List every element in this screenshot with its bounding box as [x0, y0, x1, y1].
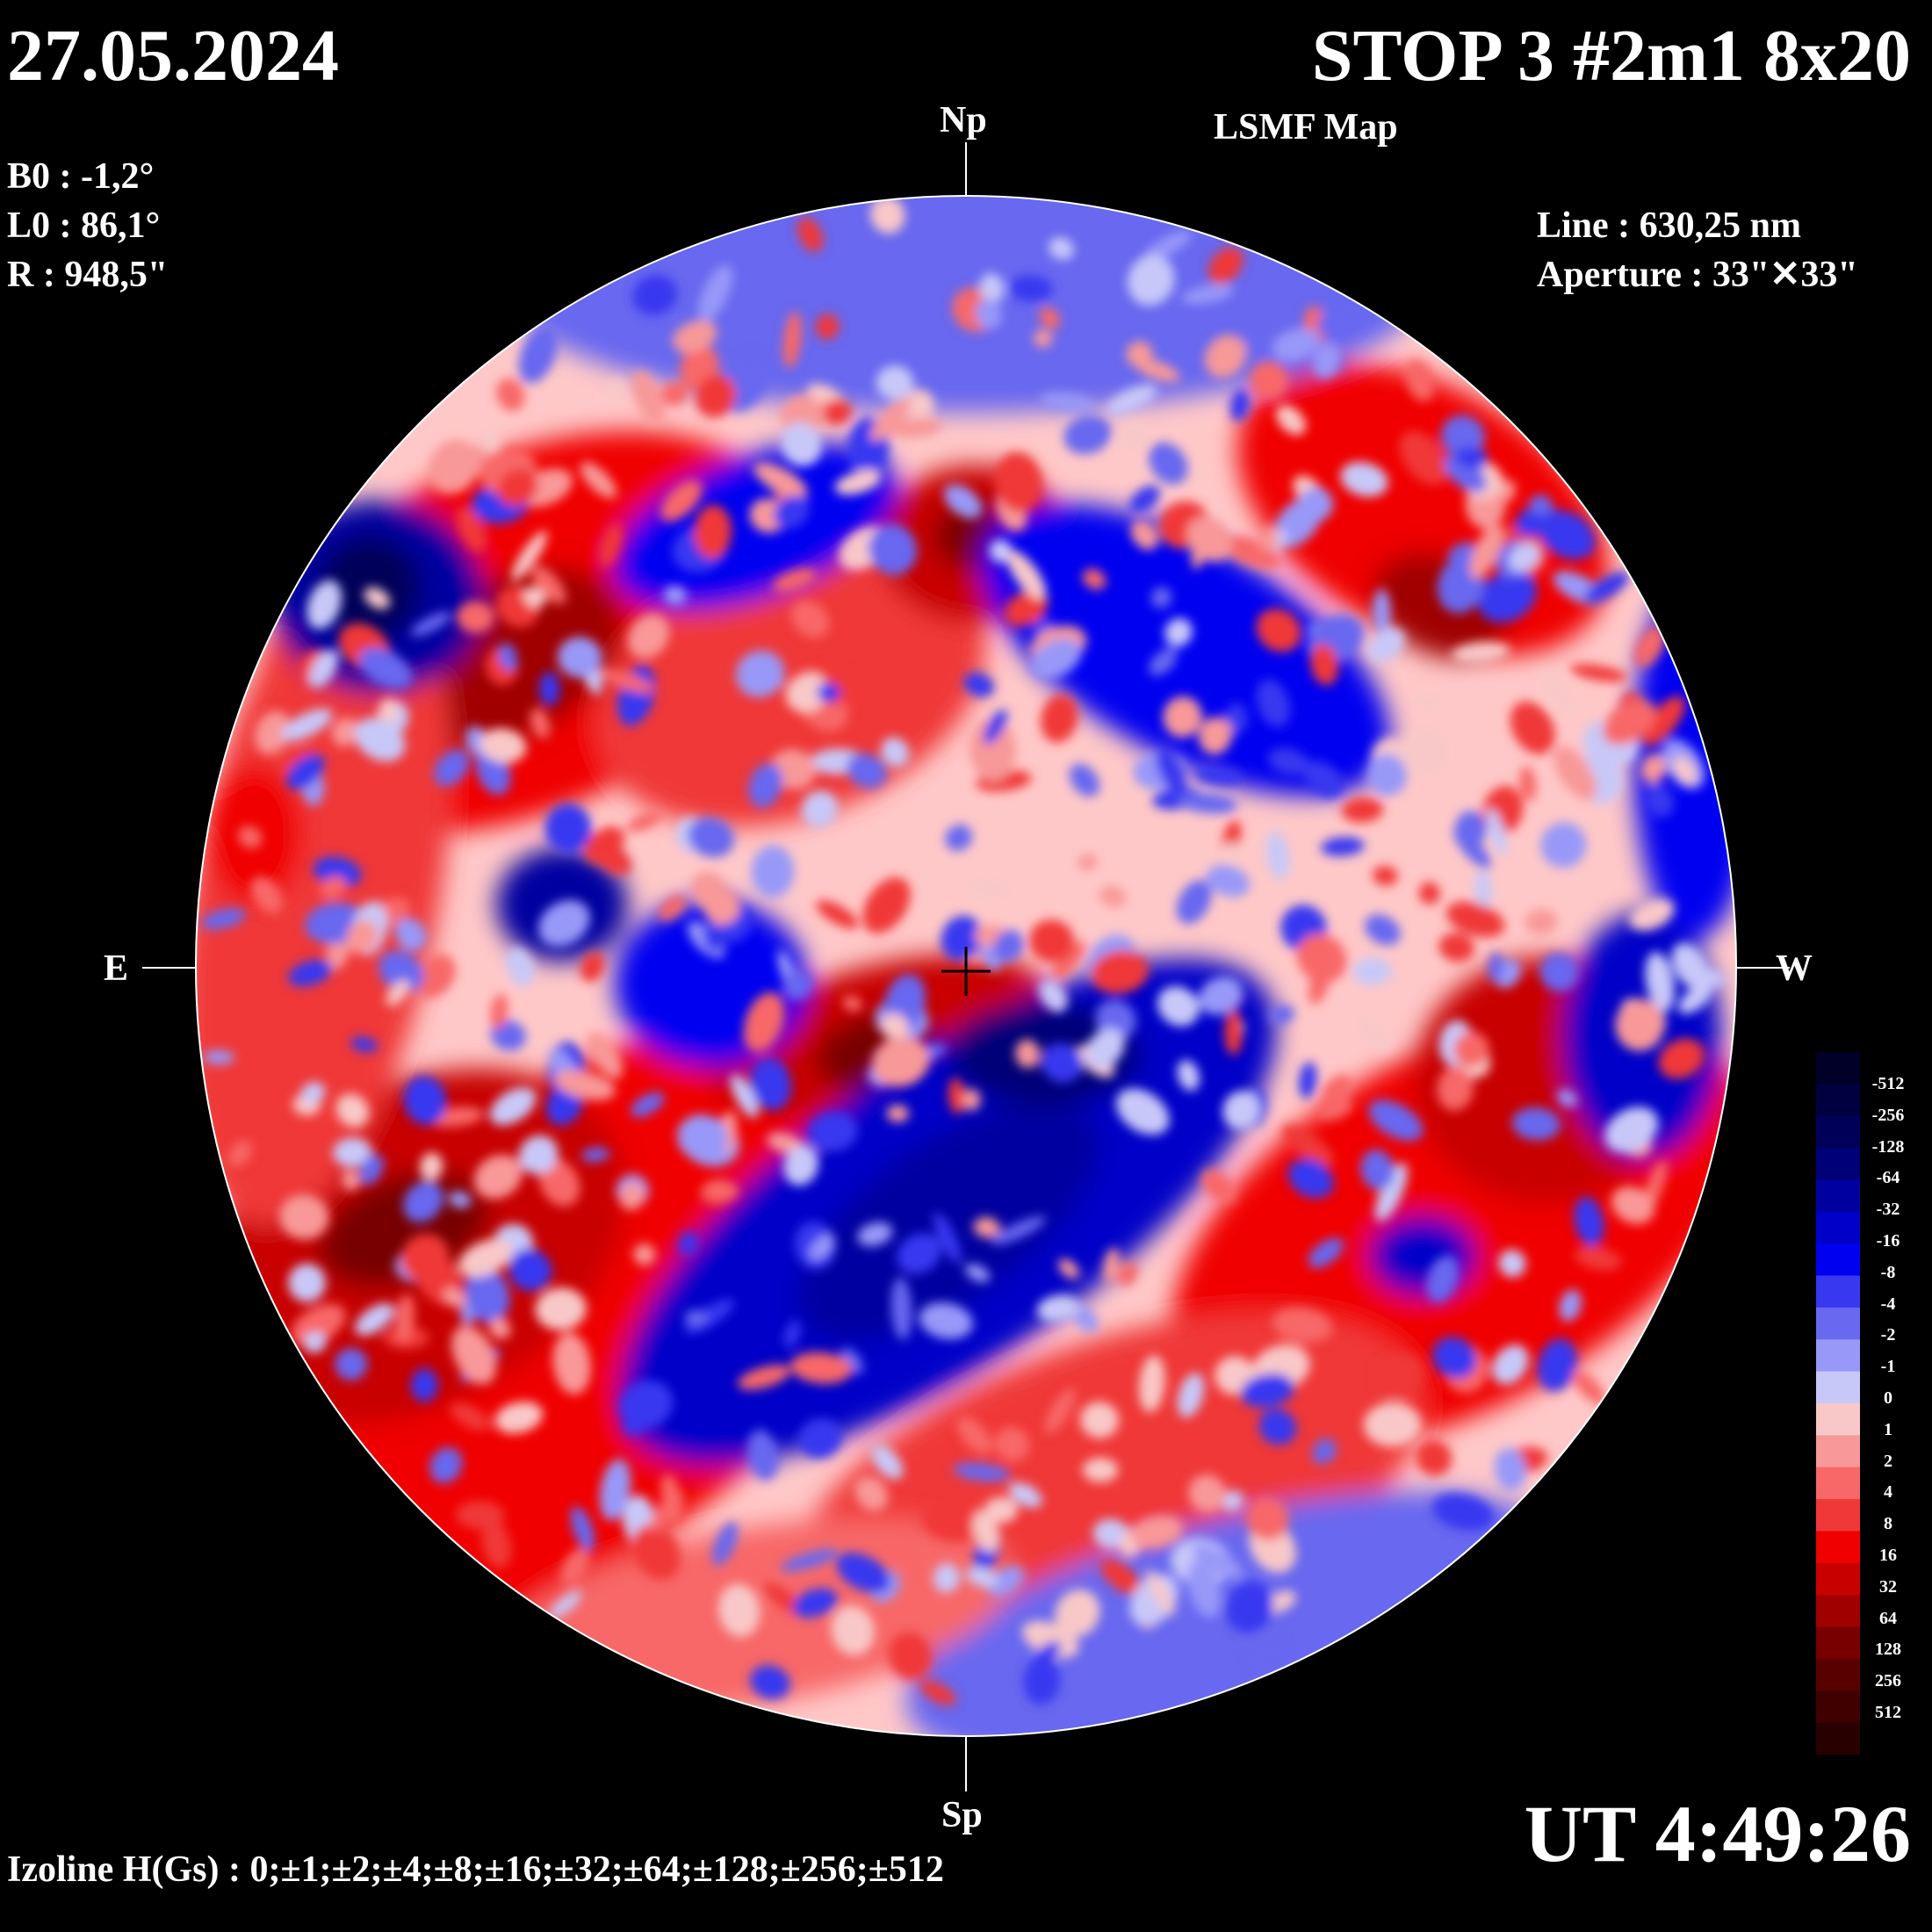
center-crosshair-icon	[941, 947, 991, 996]
colorbar-label: 128	[1875, 1640, 1901, 1660]
colorbar-label: -128	[1871, 1136, 1905, 1157]
colorbar-band	[1816, 1403, 1860, 1436]
map-title: STOP 3 #2m1 8x20	[1311, 15, 1911, 97]
colorbar-band	[1816, 1499, 1860, 1532]
param-l0: L0 : 86,1°	[7, 205, 161, 246]
colorbar-label: 64	[1879, 1608, 1897, 1628]
colorbar-label: -4	[1880, 1294, 1896, 1314]
colorbar-label: -8	[1880, 1262, 1896, 1282]
colorbar-band	[1816, 1531, 1860, 1564]
colorbar-label: -2	[1880, 1325, 1896, 1345]
colorbar-band	[1816, 1244, 1860, 1277]
colorbar-band	[1816, 1722, 1860, 1755]
colorbar-band	[1816, 1084, 1860, 1117]
param-radius: R : 948,5"	[7, 255, 169, 295]
colorbar-band	[1816, 1052, 1860, 1085]
colorbar-label: 256	[1875, 1671, 1901, 1691]
colorbar-band	[1816, 1562, 1860, 1596]
colorbar-band	[1816, 1211, 1860, 1244]
colorbar-label: -512	[1871, 1074, 1905, 1093]
colorbar-band	[1816, 1658, 1860, 1691]
colorbar-label: -64	[1876, 1168, 1900, 1188]
param-b0: B0 : -1,2°	[7, 156, 155, 197]
spectral-line: Line : 630,25 nm	[1537, 205, 1802, 246]
colorbar-band	[1816, 1307, 1860, 1340]
colorbar-band	[1816, 1115, 1860, 1149]
colorbar-band	[1816, 1435, 1860, 1468]
west-label: W	[1776, 948, 1813, 989]
colorbar-label: 0	[1884, 1388, 1892, 1408]
aperture: Aperture : 33"✕33"	[1537, 255, 1858, 295]
color-scale-bar	[1816, 1052, 1860, 1755]
colorbar-band	[1816, 1148, 1860, 1180]
east-label: E	[104, 948, 129, 989]
map-subtitle: LSMF Map	[1214, 107, 1398, 148]
disk-limb	[195, 195, 1737, 1737]
colorbar-band	[1816, 1371, 1860, 1404]
colorbar-band	[1816, 1690, 1860, 1724]
north-pole-label: Np	[940, 100, 987, 141]
colorbar-label: 16	[1879, 1546, 1897, 1565]
isoline-levels: Izoline H(Gs) : 0;±1;±2;±4;±8;±16;±32;±6…	[7, 1849, 944, 1890]
colorbar-label: -256	[1871, 1105, 1905, 1125]
colorbar-band	[1816, 1467, 1860, 1500]
colorbar-label: 4	[1884, 1482, 1892, 1503]
colorbar-band	[1816, 1275, 1860, 1308]
colorbar-label: 2	[1884, 1451, 1892, 1471]
universal-time: UT 4:49:26	[1524, 1789, 1911, 1878]
colorbar-label: -1	[1880, 1357, 1896, 1377]
colorbar-label: 8	[1884, 1514, 1892, 1534]
observation-date: 27.05.2024	[7, 15, 339, 97]
colorbar-band	[1816, 1339, 1860, 1373]
colorbar-label: -32	[1876, 1200, 1900, 1220]
colorbar-band	[1816, 1179, 1860, 1213]
colorbar-label: -16	[1876, 1231, 1900, 1251]
colorbar-label: 32	[1879, 1576, 1897, 1597]
colorbar-band	[1816, 1595, 1860, 1628]
solar-disk	[196, 196, 1736, 1736]
colorbar-label: 1	[1884, 1419, 1892, 1439]
south-pole-label: Sp	[941, 1795, 983, 1835]
colorbar-label: 512	[1875, 1703, 1901, 1722]
colorbar-band	[1816, 1626, 1860, 1660]
